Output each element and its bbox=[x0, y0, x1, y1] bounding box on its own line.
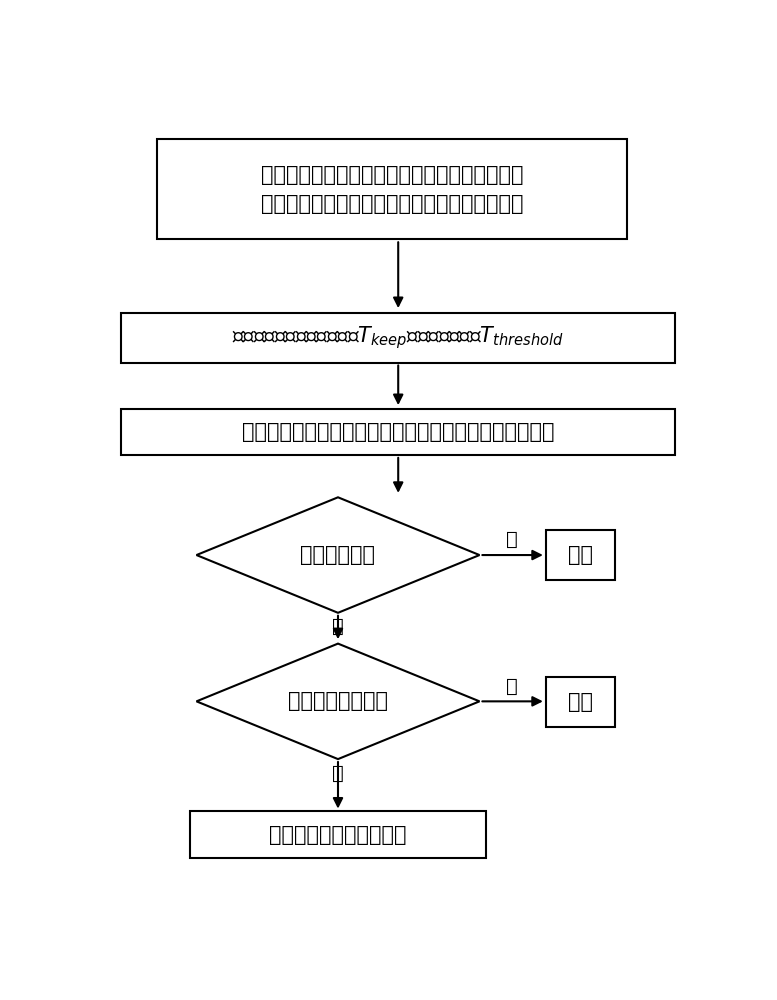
Text: 广播同步信号，以获取信号发射设备的小区标识: 广播同步信号，以获取信号发射设备的小区标识 bbox=[261, 194, 524, 214]
Text: 用户终端接收信号保持时长$T_{keep}$和信号时长阈值$T_{threshold}$: 用户终端接收信号保持时长$T_{keep}$和信号时长阈值$T_{thresho… bbox=[232, 324, 564, 351]
Text: 否: 否 bbox=[506, 676, 517, 695]
FancyBboxPatch shape bbox=[545, 677, 615, 727]
Text: 结束: 结束 bbox=[568, 692, 593, 712]
FancyBboxPatch shape bbox=[190, 811, 486, 858]
Text: 用户终端根据信号发射设备的小区标识信息接收指示消息: 用户终端根据信号发射设备的小区标识信息接收指示消息 bbox=[242, 422, 555, 442]
FancyBboxPatch shape bbox=[157, 139, 627, 239]
Polygon shape bbox=[197, 644, 479, 759]
Polygon shape bbox=[197, 497, 479, 613]
FancyBboxPatch shape bbox=[545, 530, 615, 580]
Text: 是: 是 bbox=[332, 617, 344, 636]
Text: 否: 否 bbox=[506, 530, 517, 549]
Text: 接收系统消息: 接收系统消息 bbox=[301, 545, 375, 565]
Text: 驻留信号发射设备的小区: 驻留信号发射设备的小区 bbox=[270, 825, 406, 845]
FancyBboxPatch shape bbox=[121, 409, 675, 455]
Text: 结束: 结束 bbox=[568, 545, 593, 565]
Text: 用户终端通过多个频段接收信号发射设备的小区: 用户终端通过多个频段接收信号发射设备的小区 bbox=[261, 165, 524, 185]
Text: 是: 是 bbox=[332, 763, 344, 782]
Text: 接入信号发射设备: 接入信号发射设备 bbox=[288, 691, 388, 711]
FancyBboxPatch shape bbox=[121, 312, 675, 363]
